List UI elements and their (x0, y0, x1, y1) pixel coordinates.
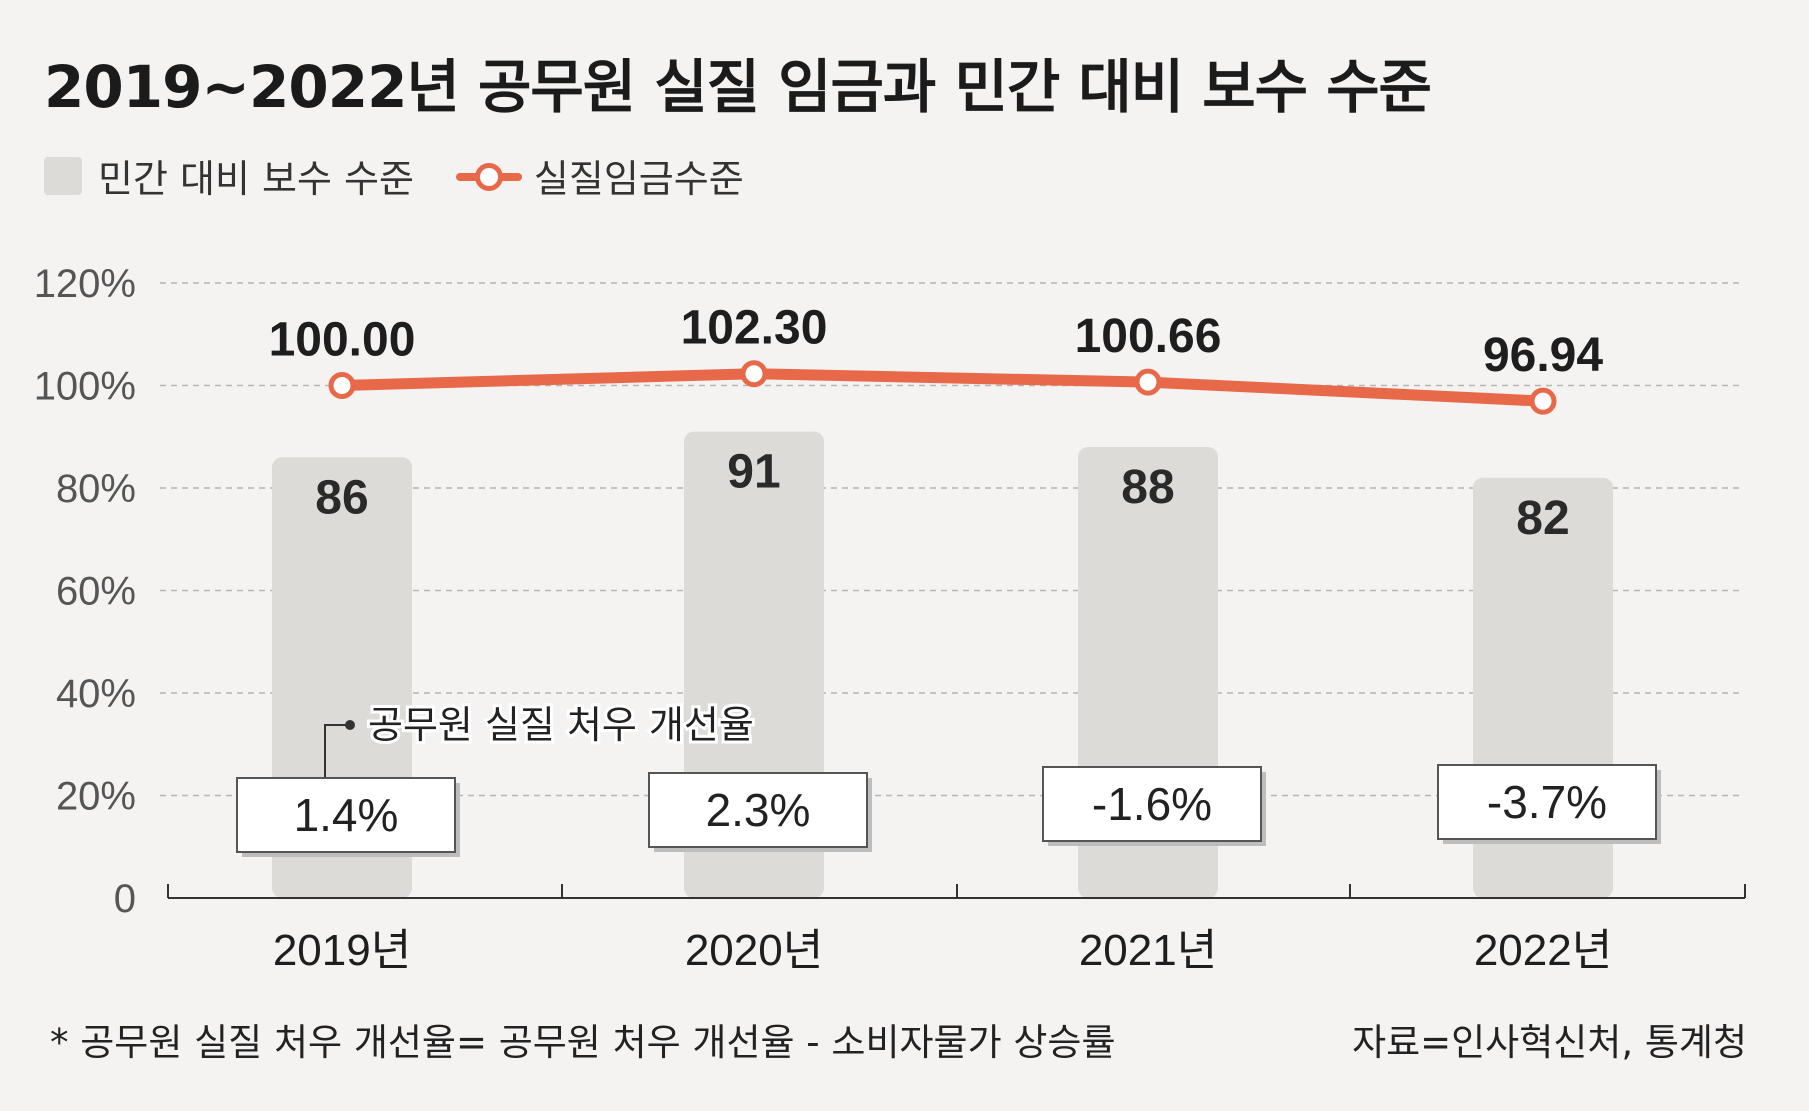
x-tick-label: 2022년 (1474, 926, 1612, 975)
line-value-label: 100.00 (269, 314, 416, 367)
y-tick-label: 80% (56, 467, 136, 511)
annotation-value: -3.7% (1487, 776, 1607, 828)
bar-value-label: 88 (1121, 461, 1174, 514)
legend-line-swatch (455, 157, 522, 195)
y-tick-label: 60% (56, 570, 136, 614)
y-tick-label: 0 (114, 877, 136, 921)
annotation-box (236, 777, 456, 853)
annotation-value: 2.3% (706, 784, 811, 836)
annotation-box (1042, 766, 1262, 842)
line-point (740, 360, 768, 388)
legend-bar-label: 민간 대비 보수 수준 (98, 157, 414, 201)
y-tick-label: 100% (34, 365, 136, 409)
annotation-label: 공무원 실질 처우 개선율 (368, 703, 754, 747)
footnote: * 공무원 실질 처우 개선율= 공무원 처우 개선율 - 소비자물가 상승률 (50, 1021, 1116, 1064)
bar-value-label: 86 (315, 471, 368, 524)
line-point (1134, 368, 1162, 396)
line-value-label: 100.66 (1075, 310, 1222, 363)
x-tick-label: 2020년 (685, 926, 823, 975)
x-tick-label: 2021년 (1079, 926, 1217, 975)
annotation-value: 1.4% (294, 789, 399, 841)
line-value-label: 102.30 (681, 302, 828, 355)
bar-value-label: 82 (1516, 492, 1569, 545)
annotation-box (1437, 764, 1657, 840)
chart-title: 2019~2022년 공무원 실질 임금과 민간 대비 보수 수준 (44, 53, 1432, 121)
bar-value-label: 91 (727, 446, 780, 499)
y-tick-label: 120% (34, 262, 136, 306)
line-series (336, 368, 1549, 407)
annotation-leader (324, 724, 350, 778)
line-point (328, 372, 356, 399)
y-tick-label: 20% (56, 775, 136, 819)
line-point (1529, 387, 1557, 415)
legend: 민간 대비 보수 수준 실질임금수준 (44, 148, 744, 203)
y-tick-label: 40% (56, 672, 136, 716)
annotation-value: -1.6% (1092, 778, 1212, 830)
source-note: 자료=인사혁신처, 통계청 (1352, 1021, 1747, 1064)
line-value-label: 96.94 (1483, 329, 1603, 382)
x-tick-label: 2019년 (273, 926, 411, 975)
legend-line-label: 실질임금수준 (533, 157, 744, 201)
legend-bar-swatch (44, 156, 82, 195)
annotation-box (648, 772, 868, 848)
